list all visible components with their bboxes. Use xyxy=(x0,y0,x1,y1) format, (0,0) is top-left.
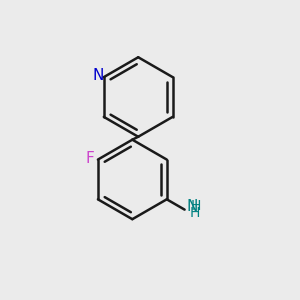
Text: H: H xyxy=(191,199,202,213)
Text: N: N xyxy=(93,68,104,83)
Text: F: F xyxy=(85,152,94,166)
Text: H: H xyxy=(189,206,200,220)
Text: N: N xyxy=(186,199,197,214)
